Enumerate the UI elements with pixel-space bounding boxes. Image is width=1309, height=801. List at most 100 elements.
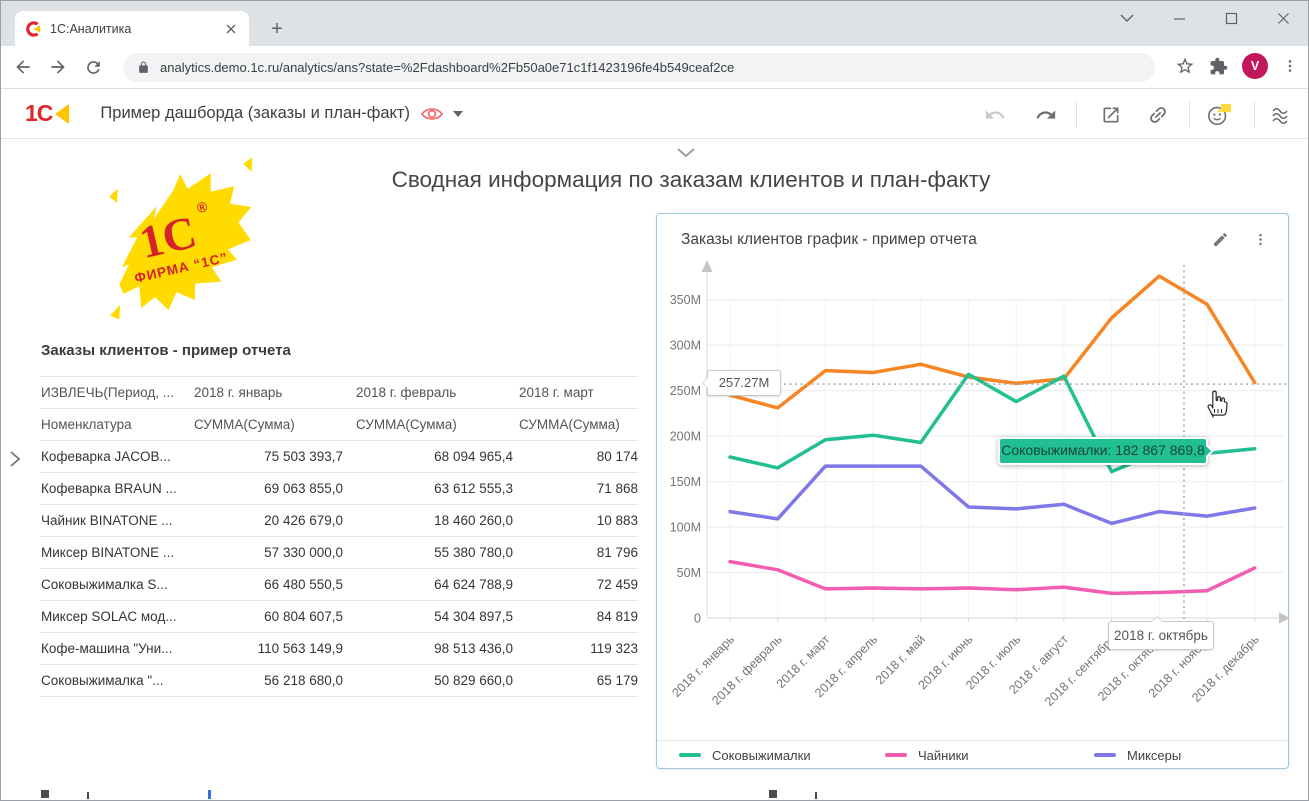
table-row[interactable]: Чайник BINATONE ... 20 426 679,0 18 460 26… [41,504,638,537]
table-cell[interactable]: 81 796 [519,536,638,569]
table-cell[interactable]: Миксер SOLAC мод... [41,600,194,633]
table-cell[interactable]: 69 063 855,0 [194,472,356,505]
title-caret-down-icon[interactable] [452,110,463,117]
table-cell[interactable]: 64 624 788,9 [356,568,519,601]
table-cell[interactable]: 18 460 260,0 [356,504,519,537]
tab-close-icon[interactable] [223,21,239,37]
table-cell[interactable]: Соковыжималка "... [41,664,194,697]
table-cell[interactable]: 68 094 965,4 [356,440,519,473]
table-header-cell[interactable]: ИЗВЛЕЧЬ(Период, ... [41,376,194,409]
1c-analytics-logo[interactable]: 1С [25,100,70,127]
undo-icon[interactable] [982,102,1008,128]
window-minimize-icon[interactable] [1168,7,1190,29]
table-widget-title[interactable]: Заказы клиентов - пример отчета [41,342,291,359]
forward-button[interactable] [45,54,71,80]
sidebar-expand-chevron-icon[interactable] [9,450,21,473]
x-axis-arrow [1279,612,1290,624]
table-cell[interactable]: 57 330 000,0 [194,536,356,569]
table-cell[interactable]: 54 304 897,5 [356,600,519,633]
y-tick-label: 200M [670,429,701,443]
table-row[interactable]: Соковыжималка S... 66 480 550,5 64 624 788… [41,568,638,601]
table-header-cell[interactable]: СУММА(Сумма) [194,408,356,441]
table-cell[interactable]: 65 179 [519,664,638,697]
table-cell[interactable]: 72 459 [519,568,638,601]
dashboard-title[interactable]: Пример дашборда (заказы и план-факт) [100,104,410,122]
clipped-next-widget-fragment [815,792,817,799]
table-header-cell[interactable]: СУММА(Сумма) [519,408,638,441]
chart-card-title[interactable]: Заказы клиентов график - пример отчета [681,231,977,248]
window-close-icon[interactable] [1272,7,1294,29]
redo-icon[interactable] [1033,102,1059,128]
share-link-icon[interactable] [1145,102,1171,128]
edit-pencil-icon[interactable] [1208,227,1232,251]
table-header-row[interactable]: Номенклатура СУММА(Сумма) СУММА(Сумма) СУММ… [41,408,638,441]
table-cell[interactable]: 56 218 680,0 [194,664,356,697]
window-controls [1116,7,1294,29]
table-header-cell[interactable]: СУММА(Сумма) [356,408,519,441]
legend-item-3[interactable]: Миксеры [1094,741,1181,769]
splash-logo-reg-mark: ® [195,198,209,216]
browser-tab[interactable]: 1С:Аналитика [15,11,249,46]
table-row[interactable]: Миксер BINATONE ... 57 330 000,0 55 380 78… [41,536,638,569]
bookmark-star-icon[interactable] [1175,56,1195,76]
table-header-row[interactable]: ИЗВЛЕЧЬ(Период, ... 2018 г. январь 2018 г.… [41,376,638,409]
table-cell[interactable]: Миксер BINATONE ... [41,536,194,569]
browser-menu-kebab-icon[interactable] [1282,58,1298,74]
legend-item-1[interactable]: Соковыжималки [679,741,811,769]
table-cell[interactable]: Кофеварка JACOB... [41,440,194,473]
table-header-cell[interactable]: 2018 г. январь [194,376,356,409]
back-button[interactable] [10,54,36,80]
table-cell[interactable]: 60 804 607,5 [194,600,356,633]
new-tab-button[interactable]: + [271,17,283,40]
url-bar[interactable]: analytics.demo.1c.ru/analytics/ans?state… [123,53,1155,82]
legend-label: Чайники [918,747,969,763]
chart-card[interactable]: Заказы клиентов график - пример отчета 0… [656,213,1290,769]
window-chevron-down-icon[interactable] [1116,7,1138,29]
reload-button[interactable] [80,54,106,80]
open-in-new-icon[interactable] [1098,102,1124,128]
table-cell[interactable]: 71 868 [519,472,638,505]
table-header-cell[interactable]: 2018 г. март [519,376,638,409]
table-cell[interactable]: 98 513 436,0 [356,632,519,665]
table-row[interactable]: Соковыжималка "... 56 218 680,0 50 829 660… [41,664,638,697]
table-cell[interactable]: Кофеварка BRAUN ... [41,472,194,505]
table-row[interactable]: Миксер SOLAC мод... 60 804 607,5 54 304 89… [41,600,638,633]
tab-strip: 1С:Аналитика + [1,1,1308,46]
series-line-Миксеры [728,464,1257,526]
table-cell[interactable]: 110 563 149,9 [194,632,356,665]
extensions-puzzle-icon[interactable] [1209,57,1228,76]
table-cell[interactable]: 20 426 679,0 [194,504,356,537]
legend-item-2[interactable]: Чайники [885,741,969,769]
table-cell[interactable]: 75 503 393,7 [194,440,356,473]
orders-report-table[interactable]: ИЗВЛЕЧЬ(Период, ... 2018 г. январь 2018 г.… [41,376,638,697]
hand-cursor-icon [1207,390,1228,418]
table-cell[interactable]: 63 612 555,3 [356,472,519,505]
feedback-smiley-icon[interactable] [1206,102,1232,128]
table-cell[interactable]: 84 819 [519,600,638,633]
layers-waves-icon[interactable] [1267,102,1293,128]
table-header-cell[interactable]: Номенклатура [41,408,194,441]
profile-avatar[interactable]: V [1242,53,1268,79]
table-cell[interactable]: 10 883 [519,504,638,537]
y-tick-label: 0 [694,611,701,625]
card-menu-kebab-icon[interactable] [1248,227,1272,251]
window-maximize-icon[interactable] [1220,7,1242,29]
view-mode-eye-icon[interactable] [420,105,444,123]
table-cell[interactable]: Кофе-машина "Уни... [41,632,194,665]
table-row[interactable]: Кофеварка JACOB... 75 503 393,7 68 094 965… [41,440,638,473]
table-row[interactable]: Кофеварка BRAUN ... 69 063 855,0 63 612 55… [41,472,638,505]
table-cell[interactable]: 119 323 [519,632,638,665]
table-cell[interactable]: Чайник BINATONE ... [41,504,194,537]
table-cell[interactable]: 80 174 [519,440,638,473]
table-cell[interactable]: Соковыжималка S... [41,568,194,601]
table-header-cell[interactable]: 2018 г. февраль [356,376,519,409]
1c-firm-splash-logo: 1С ® ФИРМА “1С” [109,157,253,320]
table-row[interactable]: Кофе-машина "Уни... 110 563 149,9 98 513 4… [41,632,638,665]
table-cell[interactable]: 66 480 550,5 [194,568,356,601]
table-cell[interactable]: 55 380 780,0 [356,536,519,569]
collapse-chevron-icon[interactable] [677,144,695,162]
table-cell[interactable]: 50 829 660,0 [356,664,519,697]
y-tick-label: 150M [670,475,701,489]
